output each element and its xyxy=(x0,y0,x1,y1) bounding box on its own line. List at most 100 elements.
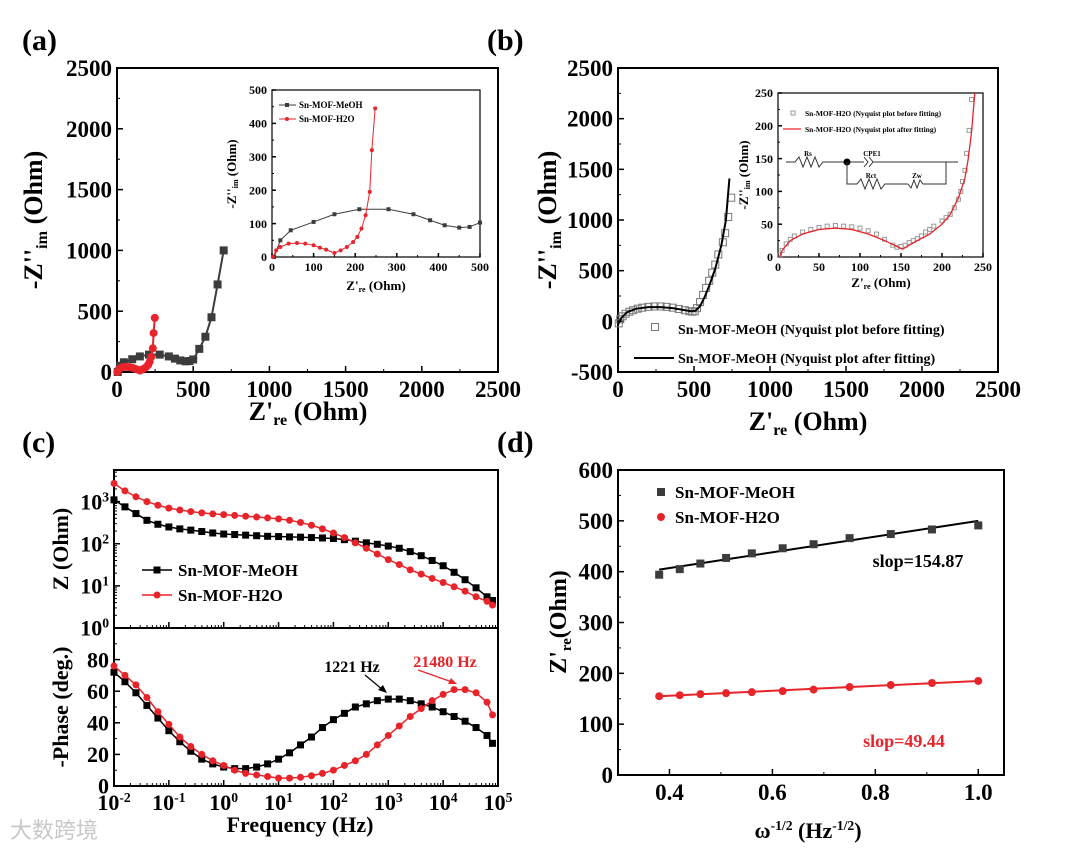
data-0-point xyxy=(655,570,664,579)
x-tick-label-part: 0 xyxy=(111,377,123,402)
x-tick-label: 1000 xyxy=(747,377,793,402)
y-tick-label: 60 xyxy=(87,679,109,704)
x-axis-title-part: (Hz xyxy=(793,818,833,843)
z-1-point xyxy=(264,514,272,522)
z-1-point xyxy=(253,513,261,521)
meoh-point xyxy=(201,332,210,341)
y-tick-label-part: 1 xyxy=(102,574,109,589)
panel-label-b: (b) xyxy=(487,24,524,57)
phase-0-point xyxy=(154,714,162,722)
x-tick-label-part: 2000 xyxy=(899,377,945,402)
phase-1-point xyxy=(406,712,414,720)
data-0-point xyxy=(722,553,731,562)
x-tick-label: 200 xyxy=(933,260,951,274)
annotation-label: 21480 Hz xyxy=(413,654,477,671)
x-tick-label-part: 2500 xyxy=(975,377,1021,402)
before-fit-point xyxy=(724,212,733,221)
z-1-point xyxy=(165,504,173,512)
inset-x-axis-title: Z're (Ohm) xyxy=(346,278,405,294)
meoh-point xyxy=(219,246,228,255)
phase-0-point xyxy=(132,689,140,697)
y-tick-label: 1500 xyxy=(567,157,613,182)
x-tick-label-part: 200 xyxy=(346,260,364,274)
h2o-point xyxy=(150,313,159,322)
z-0-point xyxy=(417,552,425,560)
y-tick-label: 103 xyxy=(80,489,109,514)
y-tick-label-part: 0 xyxy=(767,250,773,264)
data-0-point xyxy=(809,540,818,549)
y-tick-label-part: 300 xyxy=(249,150,267,164)
phase-1-point xyxy=(176,733,184,741)
z-0-point xyxy=(176,525,184,533)
phase-1-point xyxy=(450,686,458,694)
y-tick-label: 300 xyxy=(579,611,614,636)
phase-1-point xyxy=(439,690,447,698)
y-tick-label: 500 xyxy=(78,299,113,324)
z-0-point xyxy=(187,526,195,534)
y-tick-label: 200 xyxy=(579,661,614,686)
y-tick-label-part: 400 xyxy=(579,560,614,585)
z-0-point xyxy=(428,556,436,564)
z-1-point xyxy=(340,534,348,542)
data-0-point xyxy=(747,549,756,558)
x-tick-label-part: 1500 xyxy=(323,377,369,402)
z-1-point xyxy=(220,511,228,519)
meoh-point xyxy=(207,313,216,322)
data-0-point xyxy=(778,544,787,553)
inset-y-axis-title-part: im xyxy=(743,180,752,189)
z-0-point xyxy=(318,534,326,542)
inset-meoh-point xyxy=(478,220,482,225)
y-axis-title-bottom-part: -Phase (deg.) xyxy=(48,647,73,768)
x-tick-label-part: 500 xyxy=(471,260,489,274)
z-1-point xyxy=(307,521,315,529)
phase-1-point xyxy=(220,761,228,769)
x-tick-label: 100 xyxy=(851,260,869,274)
y-tick-label-part: 150 xyxy=(755,152,773,166)
x-tick-label-part: 50 xyxy=(813,260,825,274)
y-tick-label-part: 1500 xyxy=(567,157,613,182)
x-axis-title: ω-1/2 (Hz-1/2) xyxy=(754,818,861,843)
x-axis-title-part: ω xyxy=(754,818,770,843)
inset-h2o-point xyxy=(311,243,316,248)
legend-marker xyxy=(651,323,659,331)
z-0-point xyxy=(264,532,272,540)
inset-h2o-point xyxy=(359,226,364,231)
y-tick-label-part: 1500 xyxy=(66,178,112,203)
watermark-logo: 大数跨境 xyxy=(10,818,98,843)
z-1-point xyxy=(275,515,283,523)
z-0-point xyxy=(489,596,497,604)
data-1-point xyxy=(845,683,854,692)
fit-1-line xyxy=(659,679,979,698)
y-tick-label: 2000 xyxy=(567,107,613,132)
phase-1-point xyxy=(110,662,118,670)
z-1-point xyxy=(209,510,217,518)
z-0-point xyxy=(406,548,414,556)
z-1-point xyxy=(472,593,480,601)
y-tick-label: 102 xyxy=(80,531,109,556)
z-1-point xyxy=(231,511,239,519)
inset-x-axis-title-part: (Ohm) xyxy=(366,278,406,293)
y-tick-label-part: -500 xyxy=(571,360,613,385)
x-tick-label: 1.0 xyxy=(964,780,993,805)
inset-h2o-point xyxy=(355,234,360,239)
x-tick-label: 150 xyxy=(892,260,910,274)
x-axis-title-part: re xyxy=(273,412,287,429)
inset-before-fit-point xyxy=(962,167,968,173)
data-1-point xyxy=(675,691,684,700)
z-0-point xyxy=(472,584,480,592)
y-tick-label: 200 xyxy=(249,183,267,197)
inset-before-fit-point xyxy=(927,226,933,232)
inset-before-fit-point xyxy=(873,231,879,237)
x-tick-label-part: 10 xyxy=(429,790,451,815)
x-tick-label: 2000 xyxy=(399,377,445,402)
inset-x-axis-title-part: re xyxy=(359,285,366,294)
y-tick-label-part: 100 xyxy=(755,185,773,199)
legend-label: Sn-MOF-H2O xyxy=(299,114,355,124)
phase-0-point xyxy=(362,700,370,708)
slope-label: slop=154.87 xyxy=(873,551,964,571)
x-tick-label: 50 xyxy=(813,260,825,274)
data-0-point xyxy=(927,525,936,534)
phase-0-point xyxy=(242,765,250,773)
phase-0-point xyxy=(428,703,436,711)
